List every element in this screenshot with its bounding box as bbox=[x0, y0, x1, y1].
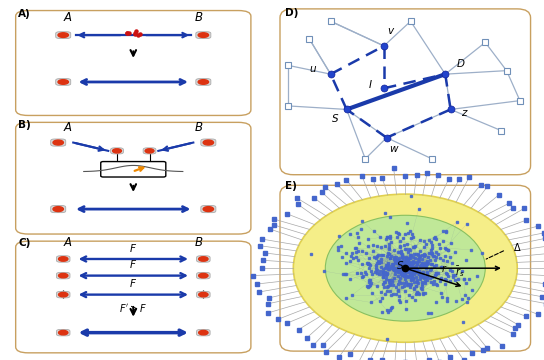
Text: $F$: $F$ bbox=[129, 242, 137, 254]
Text: $A$: $A$ bbox=[63, 10, 73, 24]
Circle shape bbox=[59, 273, 68, 278]
FancyBboxPatch shape bbox=[196, 256, 210, 262]
FancyBboxPatch shape bbox=[110, 148, 123, 154]
FancyBboxPatch shape bbox=[196, 78, 211, 85]
Text: $S$: $S$ bbox=[331, 112, 339, 124]
FancyBboxPatch shape bbox=[16, 122, 251, 234]
FancyBboxPatch shape bbox=[55, 32, 71, 39]
FancyBboxPatch shape bbox=[196, 32, 211, 39]
Circle shape bbox=[53, 140, 64, 145]
Circle shape bbox=[203, 207, 214, 212]
FancyBboxPatch shape bbox=[196, 291, 210, 298]
FancyBboxPatch shape bbox=[143, 148, 156, 154]
Text: $F$: $F$ bbox=[129, 258, 137, 270]
Circle shape bbox=[199, 257, 208, 261]
Circle shape bbox=[198, 80, 208, 84]
FancyBboxPatch shape bbox=[201, 206, 216, 213]
Circle shape bbox=[59, 257, 68, 261]
Circle shape bbox=[59, 292, 68, 297]
FancyBboxPatch shape bbox=[16, 10, 251, 116]
Text: $F$: $F$ bbox=[129, 278, 137, 289]
FancyBboxPatch shape bbox=[101, 162, 166, 177]
Text: $I$: $I$ bbox=[368, 78, 373, 90]
Text: $w$: $w$ bbox=[390, 144, 400, 154]
Text: $A$: $A$ bbox=[63, 121, 73, 134]
FancyBboxPatch shape bbox=[51, 206, 66, 213]
Text: $D$: $D$ bbox=[456, 57, 466, 69]
Circle shape bbox=[199, 330, 208, 335]
Text: A): A) bbox=[18, 9, 31, 19]
Text: E): E) bbox=[285, 181, 297, 191]
FancyBboxPatch shape bbox=[55, 78, 71, 85]
Text: $A$: $A$ bbox=[63, 236, 73, 249]
Text: $B$: $B$ bbox=[194, 121, 203, 134]
Ellipse shape bbox=[293, 194, 517, 342]
Text: $v$: $v$ bbox=[387, 26, 395, 36]
FancyBboxPatch shape bbox=[57, 256, 70, 262]
Text: $B$: $B$ bbox=[194, 236, 203, 249]
FancyBboxPatch shape bbox=[51, 139, 66, 146]
Circle shape bbox=[199, 273, 208, 278]
Text: $\Delta$: $\Delta$ bbox=[512, 242, 521, 253]
Text: $S$: $S$ bbox=[396, 259, 404, 271]
Text: $u$: $u$ bbox=[310, 64, 318, 75]
Circle shape bbox=[58, 33, 69, 37]
Circle shape bbox=[198, 33, 208, 37]
Circle shape bbox=[53, 207, 64, 212]
FancyBboxPatch shape bbox=[280, 185, 530, 351]
Circle shape bbox=[145, 149, 154, 153]
Circle shape bbox=[59, 330, 68, 335]
FancyBboxPatch shape bbox=[57, 329, 70, 336]
Text: $r$: $r$ bbox=[442, 264, 448, 274]
Circle shape bbox=[203, 140, 214, 145]
Circle shape bbox=[113, 149, 121, 153]
FancyBboxPatch shape bbox=[201, 139, 216, 146]
FancyBboxPatch shape bbox=[196, 329, 210, 336]
Ellipse shape bbox=[325, 215, 485, 321]
Circle shape bbox=[58, 80, 69, 84]
Text: $B$: $B$ bbox=[194, 10, 203, 24]
Circle shape bbox=[199, 292, 208, 297]
FancyBboxPatch shape bbox=[280, 9, 530, 175]
Text: B): B) bbox=[18, 120, 31, 130]
Text: $z$: $z$ bbox=[461, 108, 469, 118]
FancyBboxPatch shape bbox=[57, 273, 70, 279]
FancyBboxPatch shape bbox=[57, 291, 70, 298]
Text: D): D) bbox=[285, 8, 299, 18]
Text: $F' > F$: $F' > F$ bbox=[119, 302, 147, 314]
Text: $\bar{r}_s$: $\bar{r}_s$ bbox=[455, 265, 464, 279]
FancyBboxPatch shape bbox=[16, 241, 251, 353]
Text: C): C) bbox=[18, 238, 30, 248]
FancyBboxPatch shape bbox=[196, 273, 210, 279]
